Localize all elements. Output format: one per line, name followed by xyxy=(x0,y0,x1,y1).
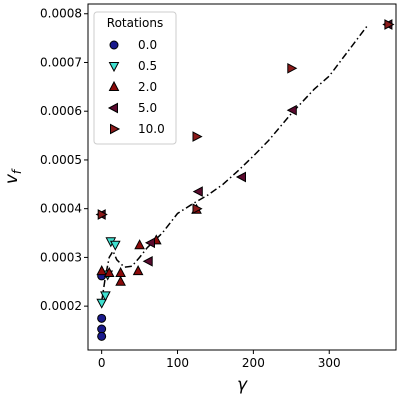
y-tick-label: 0.0004 xyxy=(40,202,82,216)
y-axis-label-subscript: f xyxy=(10,168,24,174)
legend-marker xyxy=(107,102,118,114)
svg-text:vf: vf xyxy=(2,168,24,184)
data-point xyxy=(100,291,111,302)
data-point xyxy=(287,62,298,74)
data-point xyxy=(192,131,203,142)
data-points-layer xyxy=(95,19,395,341)
data-point xyxy=(96,265,108,276)
x-tick-label: 0 xyxy=(98,356,106,370)
data-point xyxy=(97,331,107,341)
legend-marker xyxy=(108,62,120,73)
data-point xyxy=(109,240,121,251)
legend-entry: 5.0 xyxy=(107,101,157,115)
plot-frame xyxy=(87,3,397,351)
data-point xyxy=(97,313,107,323)
x-tick-label: 200 xyxy=(242,356,265,370)
x-tick-label: 100 xyxy=(166,356,189,370)
data-point xyxy=(192,186,203,197)
legend-entry: 0.5 xyxy=(108,59,157,73)
legend-label: 0.0 xyxy=(138,38,157,52)
y-tick-label: 0.0006 xyxy=(40,104,82,118)
legend-marker xyxy=(110,123,121,135)
legend-title: Rotations xyxy=(107,16,163,30)
y-tick-label: 0.0007 xyxy=(40,55,82,69)
data-point xyxy=(97,324,107,334)
fit-line xyxy=(100,25,368,302)
legend-marker xyxy=(109,40,119,50)
legend: Rotations 0.0 0.5 2.0 5.0 10.0 xyxy=(93,11,177,145)
data-point xyxy=(384,19,395,30)
y-axis-label: vf xyxy=(2,168,24,184)
x-axis-ticks: 0 100 200 300 xyxy=(98,350,341,370)
y-tick-label: 0.0003 xyxy=(40,250,82,264)
data-point xyxy=(286,104,297,116)
legend-entry: 2.0 xyxy=(108,80,157,94)
y-tick-label: 0.0005 xyxy=(40,153,82,167)
data-point xyxy=(192,203,203,215)
legend-label: 0.5 xyxy=(138,59,157,73)
legend-entry: 10.0 xyxy=(110,122,165,136)
legend-marker xyxy=(108,80,120,91)
legend-entry: 0.0 xyxy=(109,38,157,52)
legend-label: 10.0 xyxy=(138,122,165,136)
y-axis-ticks: 0.0002 0.0003 0.0004 0.0005 0.0006 0.0007 0.00… xyxy=(40,7,88,313)
fit-line-layer xyxy=(100,25,368,302)
data-point xyxy=(96,298,108,309)
y-tick-label: 0.0008 xyxy=(40,7,82,21)
x-tick-label: 300 xyxy=(318,356,341,370)
x-axis-label: γ xyxy=(237,375,248,395)
y-tick-label: 0.0002 xyxy=(40,299,82,313)
data-point xyxy=(134,239,145,250)
data-point xyxy=(115,266,126,277)
data-point xyxy=(235,171,246,183)
legend-label: 5.0 xyxy=(138,101,157,115)
data-point xyxy=(132,265,144,276)
series-10-0 xyxy=(97,19,395,220)
data-point xyxy=(142,255,153,267)
legend-label: 2.0 xyxy=(138,80,157,94)
data-point xyxy=(103,266,115,277)
data-point xyxy=(97,209,108,220)
data-point xyxy=(115,275,126,286)
y-axis-label-main: v xyxy=(2,173,22,184)
data-point xyxy=(144,237,155,249)
